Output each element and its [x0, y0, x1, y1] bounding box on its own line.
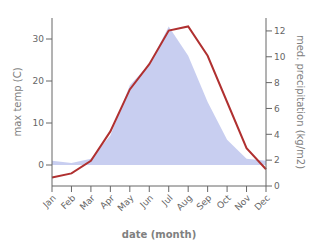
svg-text:med. precipitation (kg/m2): med. precipitation (kg/m2)	[295, 35, 306, 169]
svg-text:4: 4	[274, 130, 280, 140]
svg-text:6: 6	[274, 104, 280, 114]
svg-text:Jun: Jun	[137, 193, 155, 211]
svg-text:Sep: Sep	[194, 193, 213, 212]
svg-text:8: 8	[274, 78, 280, 88]
svg-text:max temp (C): max temp (C)	[12, 67, 23, 136]
svg-text:Apr: Apr	[98, 193, 116, 211]
svg-text:20: 20	[33, 76, 45, 86]
svg-text:Mar: Mar	[78, 193, 97, 212]
svg-text:Dec: Dec	[253, 193, 272, 212]
svg-text:May: May	[116, 192, 137, 213]
svg-text:Jul: Jul	[159, 193, 174, 208]
svg-text:Nov: Nov	[233, 192, 253, 212]
svg-text:Feb: Feb	[59, 193, 78, 212]
svg-text:Aug: Aug	[175, 193, 195, 213]
svg-text:12: 12	[274, 26, 285, 36]
svg-text:30: 30	[33, 34, 45, 44]
svg-text:Jan: Jan	[40, 193, 58, 211]
svg-text:0: 0	[38, 160, 44, 170]
svg-text:0: 0	[274, 181, 280, 191]
svg-text:date (month): date (month)	[122, 229, 196, 240]
svg-text:10: 10	[33, 118, 45, 128]
svg-text:10: 10	[274, 52, 286, 62]
svg-text:Oct: Oct	[215, 193, 233, 211]
svg-text:2: 2	[274, 155, 280, 165]
